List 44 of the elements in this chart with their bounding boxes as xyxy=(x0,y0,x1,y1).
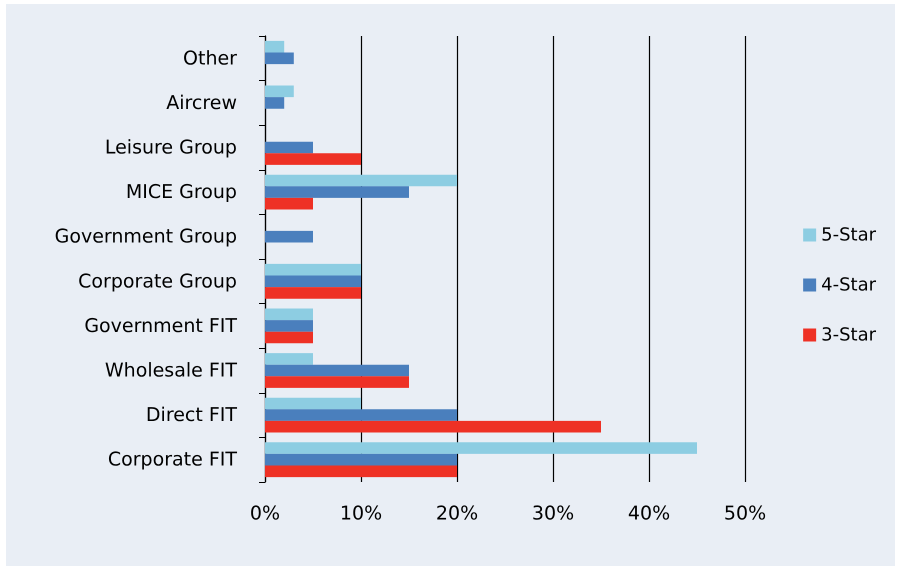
y-tick-label: Corporate Group xyxy=(78,270,237,292)
x-tick-label: 20% xyxy=(436,502,478,524)
legend-label: 5-Star xyxy=(821,224,877,246)
bar xyxy=(265,398,361,410)
bar xyxy=(265,442,697,454)
bar xyxy=(265,353,313,365)
y-tick-label: Direct FIT xyxy=(146,404,238,426)
x-tick-label: 30% xyxy=(532,502,574,524)
bar xyxy=(265,287,361,299)
y-tick-label: Government FIT xyxy=(84,314,238,337)
bar xyxy=(265,466,457,478)
bar xyxy=(265,420,601,432)
y-tick-label: Aircrew xyxy=(166,92,237,114)
bar xyxy=(265,40,284,52)
bar xyxy=(265,264,361,276)
legend-label: 4-Star xyxy=(821,274,877,296)
x-tick-label: 40% xyxy=(628,502,670,524)
y-tick-label: Corporate FIT xyxy=(108,448,238,471)
legend-label: 3-Star xyxy=(821,324,877,346)
bar xyxy=(265,454,457,466)
y-tick-label: Leisure Group xyxy=(104,136,237,158)
y-tick-label: MICE Group xyxy=(126,181,237,204)
bar xyxy=(265,320,313,332)
bar xyxy=(265,276,361,288)
bar xyxy=(265,376,409,388)
bar xyxy=(265,86,294,98)
bar xyxy=(265,308,313,320)
bar xyxy=(265,230,313,242)
bar xyxy=(265,174,457,186)
x-tick-label: 0% xyxy=(250,502,280,524)
bar xyxy=(265,186,409,198)
y-tick-label: Other xyxy=(183,47,238,70)
bar xyxy=(265,332,313,344)
y-tick-label: Government Group xyxy=(54,226,237,248)
bar xyxy=(265,153,361,165)
x-tick-label: 10% xyxy=(340,502,382,524)
y-tick-label: Wholesale FIT xyxy=(104,360,238,382)
bar xyxy=(265,97,284,109)
bar xyxy=(265,198,313,210)
bar xyxy=(265,364,409,376)
bar xyxy=(265,142,313,154)
bar xyxy=(265,52,294,64)
x-tick-label: 50% xyxy=(724,502,766,524)
bar xyxy=(265,409,457,421)
